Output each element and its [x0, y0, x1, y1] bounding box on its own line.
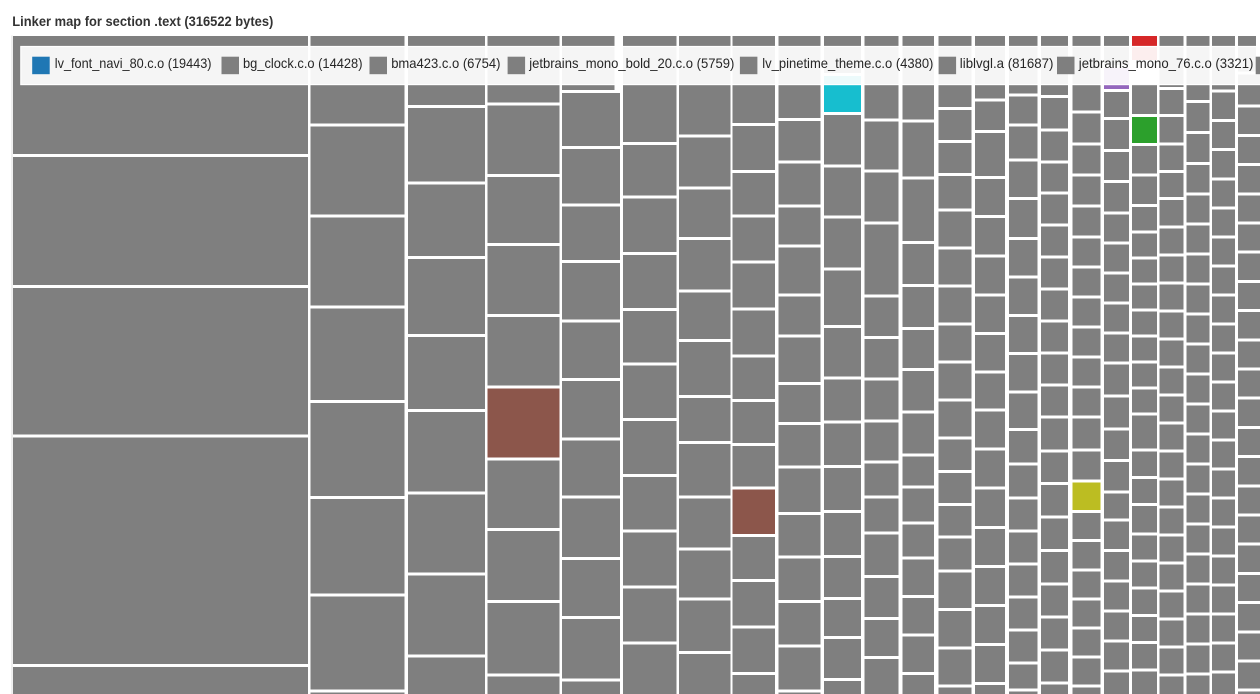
- svg-text:jetbrains_mono_bold_20.c.o (57: jetbrains_mono_bold_20.c.o (5759): [528, 56, 734, 71]
- svg-text:jetbrains_mono_76.c.o (3321): jetbrains_mono_76.c.o (3321): [1078, 56, 1254, 71]
- svg-text:lv_font_navi_80.c.o (19443): lv_font_navi_80.c.o (19443): [55, 56, 212, 71]
- svg-text:bg_clock.c.o (14428): bg_clock.c.o (14428): [243, 56, 363, 71]
- svg-text:bma423.c.o (6754): bma423.c.o (6754): [391, 56, 500, 71]
- svg-text:lv_pinetime_theme.c.o (4380): lv_pinetime_theme.c.o (4380): [762, 56, 933, 71]
- svg-text:liblvgl.a (81687): liblvgl.a (81687): [960, 56, 1054, 71]
- svg-text:Linker map for section .text (: Linker map for section .text (316522 byt…: [12, 13, 273, 29]
